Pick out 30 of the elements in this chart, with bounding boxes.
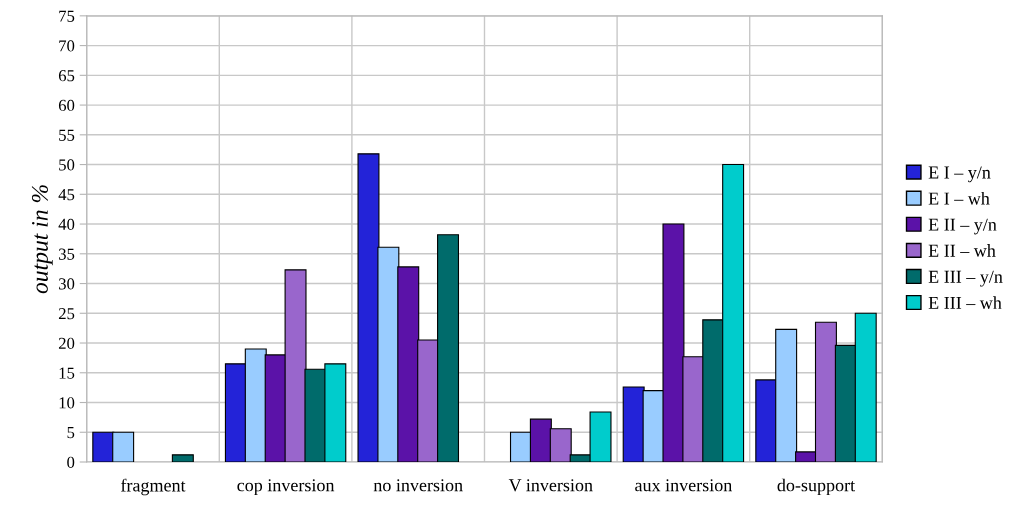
x-tick-label: aux inversion (635, 479, 733, 492)
y-tick-label: 65 (58, 70, 75, 82)
legend-label: E II – y/n (928, 218, 997, 235)
y-tick-label: 55 (59, 129, 75, 141)
bar (171, 454, 194, 462)
y-tick-label: 15 (59, 367, 75, 379)
x-tick-label: no inversion (373, 479, 463, 492)
y-tick-label: 0 (67, 456, 75, 468)
y-tick-label: 70 (59, 40, 75, 52)
y-tick-label: 50 (59, 159, 75, 171)
x-tick-label: do-support (777, 478, 856, 496)
x-tick-label: fragment (120, 478, 186, 496)
y-tick-label: 45 (58, 189, 75, 201)
y-tick-label: 10 (59, 397, 75, 409)
legend-label: E III – y/n (928, 270, 1003, 287)
y-tick-label: 75 (59, 10, 75, 22)
x-tick-label: V inversion (508, 479, 593, 492)
legend-label: E I – y/n (928, 166, 991, 183)
y-tick-label: 5 (67, 427, 75, 439)
y-tick-label: 25 (58, 308, 75, 320)
legend-label: E I – wh (928, 191, 990, 205)
x-tick-label: cop inversion (237, 479, 335, 496)
y-tick-label: 60 (58, 99, 75, 112)
y-tick-label: 35 (59, 248, 75, 260)
y-tick-label: 30 (59, 278, 75, 290)
y-tick-label: 20 (58, 337, 75, 349)
y-tick-label: 40 (58, 218, 75, 230)
legend-label: E III – wh (928, 296, 1002, 309)
y-axis-title: output in % (31, 185, 53, 294)
legend-label: E II – wh (928, 244, 996, 257)
